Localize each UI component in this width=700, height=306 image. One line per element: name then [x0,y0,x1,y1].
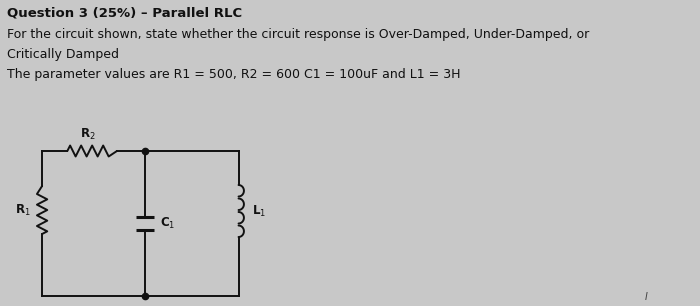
Text: I: I [645,292,648,302]
Text: R$_2$: R$_2$ [80,127,95,142]
Text: R$_1$: R$_1$ [15,203,31,218]
Text: Critically Damped: Critically Damped [6,48,118,61]
Text: Question 3 (25%) – Parallel RLC: Question 3 (25%) – Parallel RLC [6,6,242,19]
Text: C$_1$: C$_1$ [160,216,175,231]
Text: The parameter values are R1 = 500, R2 = 600 C1 = 100uF and L1 = 3H: The parameter values are R1 = 500, R2 = … [6,68,460,81]
Text: For the circuit shown, state whether the circuit response is Over-Damped, Under-: For the circuit shown, state whether the… [6,28,589,41]
Text: L$_1$: L$_1$ [251,203,266,218]
